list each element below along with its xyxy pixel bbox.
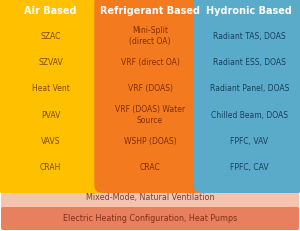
FancyBboxPatch shape (1, 207, 299, 230)
Text: VRF (direct OA): VRF (direct OA) (121, 58, 179, 67)
Text: CRAH: CRAH (40, 163, 62, 172)
Text: Mini-Split
(direct OA): Mini-Split (direct OA) (129, 27, 171, 46)
Text: WSHP (DOAS): WSHP (DOAS) (124, 137, 176, 146)
Text: VRF (DOAS): VRF (DOAS) (128, 84, 172, 93)
Text: Mixed-Mode, Natural Ventilation: Mixed-Mode, Natural Ventilation (86, 193, 214, 202)
Text: VAVS: VAVS (41, 137, 60, 146)
Text: VRF (DOAS) Water
Source: VRF (DOAS) Water Source (115, 106, 185, 125)
Text: Heat Vent: Heat Vent (32, 84, 70, 93)
FancyBboxPatch shape (0, 0, 106, 193)
Text: Air Based: Air Based (24, 6, 77, 16)
Text: Radiant ESS, DOAS: Radiant ESS, DOAS (213, 58, 286, 67)
Text: Radiant Panel, DOAS: Radiant Panel, DOAS (210, 84, 289, 93)
Text: Electric Heating Configuration, Heat Pumps: Electric Heating Configuration, Heat Pum… (63, 214, 237, 223)
Text: SZVAV: SZVAV (38, 58, 63, 67)
Text: Radiant TAS, DOAS: Radiant TAS, DOAS (213, 32, 286, 41)
FancyBboxPatch shape (1, 186, 299, 209)
Text: Refrigerant Based: Refrigerant Based (100, 6, 200, 16)
FancyBboxPatch shape (194, 0, 300, 193)
Text: FPFC, CAV: FPFC, CAV (230, 163, 268, 172)
Text: FPFC, VAV: FPFC, VAV (230, 137, 268, 146)
Text: PVAV: PVAV (41, 111, 60, 120)
Text: Hydronic Based: Hydronic Based (206, 6, 292, 16)
Text: Chilled Beam, DOAS: Chilled Beam, DOAS (211, 111, 288, 120)
Text: SZAC: SZAC (40, 32, 61, 41)
Text: CRAC: CRAC (140, 163, 160, 172)
FancyBboxPatch shape (94, 0, 206, 193)
